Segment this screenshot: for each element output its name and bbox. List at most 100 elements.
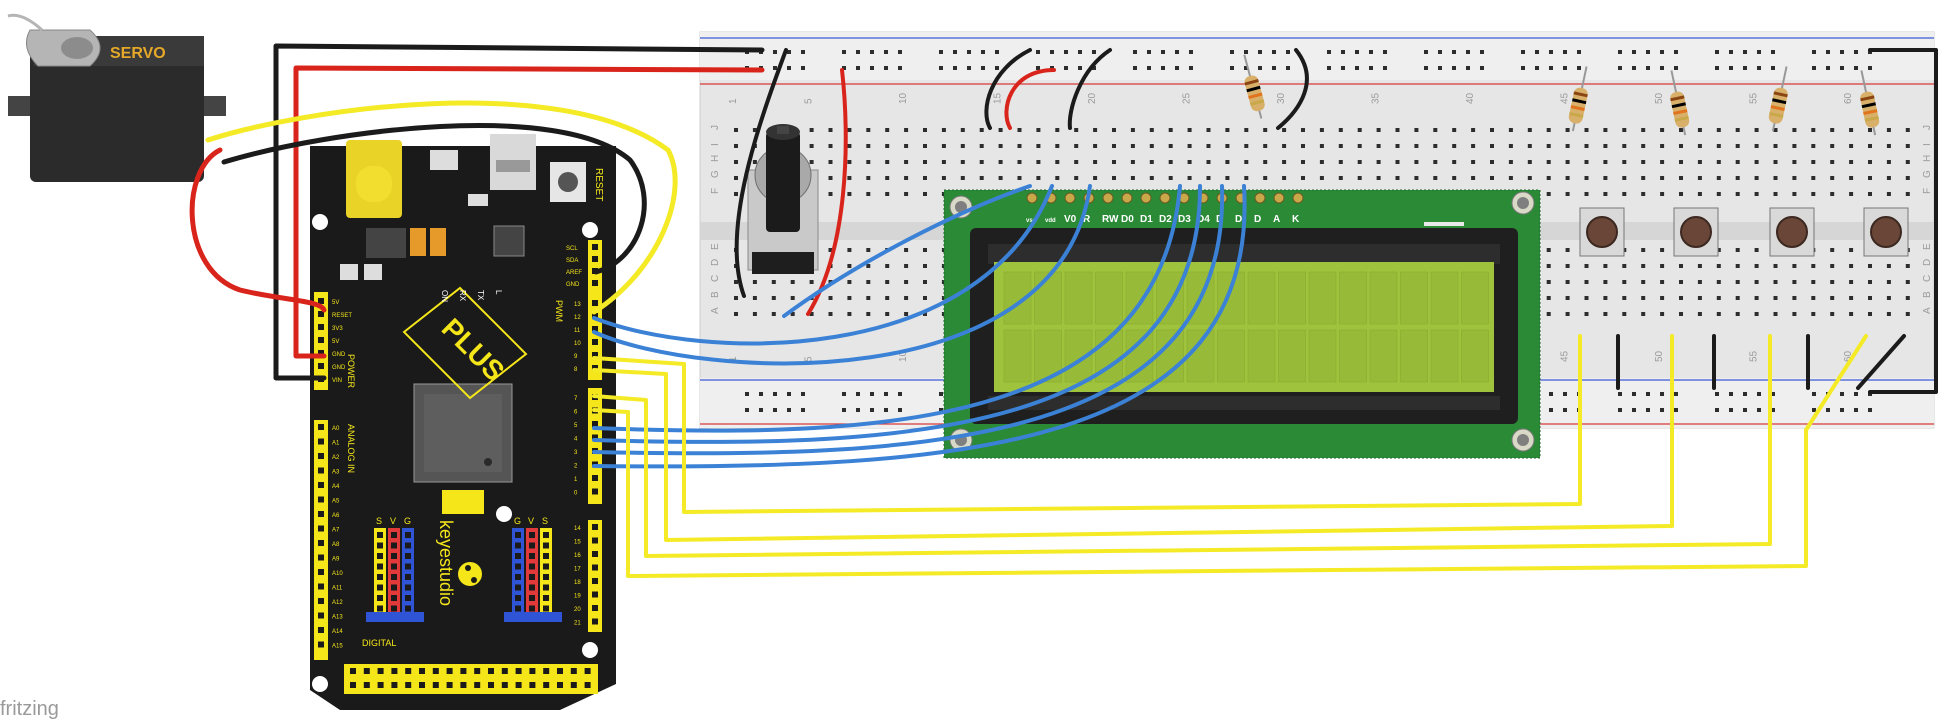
bottom-digital-header <box>344 664 598 694</box>
lcd-cell <box>1461 329 1489 383</box>
header-pin <box>529 563 535 570</box>
ladybug-logo <box>458 562 482 586</box>
lcd-pin-label: D2 <box>1159 214 1172 225</box>
wire-btn-gnd-4 <box>1856 334 1906 390</box>
header-pin <box>474 668 481 674</box>
shield-column <box>526 528 538 618</box>
wire-yellow-btn2 <box>592 334 1674 542</box>
wire-servo-power <box>189 147 327 313</box>
header-pin <box>405 584 411 591</box>
header-pin <box>318 324 324 330</box>
header-pin <box>377 542 383 549</box>
digital-pin-label: 13 <box>574 302 581 308</box>
header-pin <box>377 682 384 688</box>
lcd-cell <box>1247 329 1276 383</box>
header-pin <box>318 482 324 488</box>
header-pin <box>318 627 324 633</box>
header-pin <box>405 595 411 601</box>
header-pin <box>543 532 549 538</box>
lcd-pin-label: A <box>1273 214 1280 225</box>
header-pin <box>391 584 397 591</box>
row-letter: J <box>1922 125 1933 130</box>
shield-column <box>374 528 386 618</box>
wire-lcd-k <box>1276 48 1309 130</box>
header-pin <box>363 668 370 674</box>
header-pin <box>592 537 598 544</box>
header-pin <box>543 682 550 688</box>
header-pin <box>460 668 467 674</box>
pin-label: SCL <box>566 246 578 252</box>
header-pin <box>350 682 356 688</box>
lcd-pin <box>1273 192 1285 204</box>
header-pin <box>543 553 549 559</box>
led-label: ON <box>440 290 449 302</box>
row-letter: F <box>1922 188 1933 194</box>
header-pin <box>318 525 324 532</box>
pwm-label: PWM <box>554 300 564 322</box>
header-pin <box>405 574 411 580</box>
lcd-cell <box>1247 271 1276 325</box>
power-pin-label: RESET <box>332 313 352 319</box>
header-pin <box>377 584 383 591</box>
wire-black-gnd <box>273 43 765 381</box>
header-pin <box>529 542 535 549</box>
header-pin <box>529 553 535 559</box>
header-pin <box>391 605 397 612</box>
pin-label: SDA <box>566 258 578 264</box>
power-pin-label: GND <box>332 352 346 358</box>
header-pin <box>501 682 508 688</box>
header-pin <box>592 280 598 286</box>
power-pin-label: 5V <box>332 339 339 345</box>
header-pin <box>515 532 521 538</box>
resistor <box>1243 54 1265 119</box>
header-pin <box>592 618 598 625</box>
resistor <box>1860 70 1880 136</box>
lcd-pin <box>1121 192 1133 204</box>
column-number: 40 <box>1465 92 1476 104</box>
column-number: 30 <box>1276 92 1287 104</box>
comm-pin-label: 19 <box>574 594 581 600</box>
wire-lcd-vdd <box>1004 68 1056 130</box>
shield-letter: V <box>528 516 534 526</box>
header-pin <box>529 532 535 538</box>
header-pin <box>592 551 598 557</box>
header-pin <box>391 532 397 538</box>
header-pin <box>529 584 535 591</box>
shield-column <box>512 528 524 618</box>
lcd-pin <box>1159 192 1171 204</box>
header-pin <box>405 668 412 674</box>
lcd-cell <box>1217 329 1245 383</box>
board-pin-headers: 5VRESET3V35VGNDGNDVINA0A1A2A3A4A5A6A7A8A… <box>314 240 602 694</box>
analog-pin-label: A15 <box>332 644 343 650</box>
wire-blue-2 <box>592 184 1247 469</box>
lcd-pin-label: R <box>1083 214 1091 225</box>
lcd-pin-label: RW <box>1102 214 1119 225</box>
comm-pin-label: 21 <box>574 621 581 627</box>
header-pin <box>515 574 521 580</box>
header-pin <box>377 532 383 538</box>
header-pin <box>529 668 536 674</box>
header-pin <box>405 682 412 688</box>
digital-pin-label: 0 <box>574 491 578 497</box>
digital-pin-label: 8 <box>574 367 578 373</box>
header-pin <box>515 563 521 570</box>
header-pin <box>318 540 324 546</box>
comm-pin-label: 16 <box>574 553 581 559</box>
digital-pin-label: 11 <box>574 328 581 334</box>
header-pin <box>584 668 591 674</box>
row-letter: I <box>710 143 721 146</box>
shield-letter: S <box>376 516 382 526</box>
column-number: 35 <box>1371 92 1382 104</box>
header-pin <box>592 365 598 371</box>
wire-rail-bridge <box>1868 48 1938 394</box>
header-pin <box>488 668 494 674</box>
header-pin <box>501 668 508 674</box>
shield-column <box>402 528 414 618</box>
wire-yellow-btn1 <box>592 334 1582 514</box>
header-pin <box>318 424 324 430</box>
lcd-pin-label: V0 <box>1064 214 1077 225</box>
lcd-pin-label: K <box>1292 214 1300 225</box>
header-pin <box>318 453 324 459</box>
